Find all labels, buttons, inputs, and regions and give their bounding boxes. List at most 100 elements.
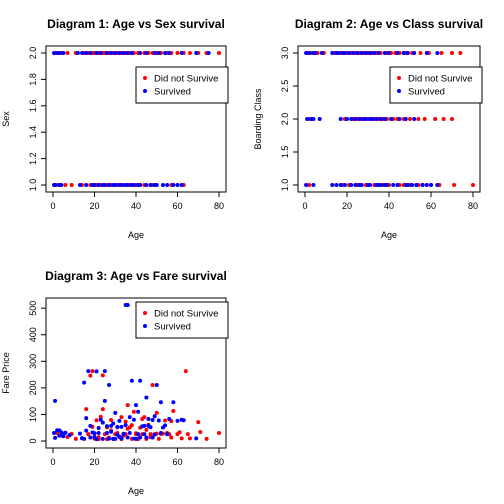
points-layer — [52, 51, 221, 187]
data-point — [148, 432, 153, 437]
data-point — [84, 428, 89, 433]
data-point — [138, 51, 143, 55]
data-point — [52, 431, 57, 436]
data-point — [150, 418, 155, 423]
data-point — [84, 407, 89, 412]
data-point — [156, 418, 161, 423]
data-point — [102, 183, 107, 187]
data-point — [378, 117, 383, 121]
data-point — [397, 117, 402, 121]
x-tick-label: 60 — [172, 457, 182, 467]
data-point — [154, 183, 159, 187]
data-point — [140, 416, 145, 421]
data-point — [121, 431, 126, 436]
data-point — [80, 51, 85, 55]
chart-panel-3: Diagram 3: Age vs Fare survival 0 20 40 60 80… — [1, 269, 229, 496]
data-point — [158, 431, 163, 436]
data-point — [111, 421, 116, 426]
data-point — [317, 117, 322, 121]
data-point — [429, 183, 433, 187]
data-point — [53, 398, 58, 403]
data-point — [117, 51, 122, 55]
data-point — [336, 51, 341, 55]
data-point — [129, 51, 134, 55]
data-point — [63, 183, 68, 187]
data-point — [165, 183, 170, 187]
data-point — [311, 117, 316, 121]
legend-entry: Did not Survive — [154, 309, 218, 320]
data-point — [194, 51, 199, 55]
legend-box — [135, 66, 229, 104]
data-point — [338, 117, 343, 121]
data-point — [179, 51, 184, 55]
data-point — [370, 117, 375, 121]
data-point — [418, 51, 423, 55]
x-tick-label: 60 — [426, 201, 436, 211]
data-point — [433, 117, 438, 121]
y-tick-label: 200 — [28, 380, 38, 395]
y-tick-label: 500 — [28, 301, 38, 316]
data-point — [117, 434, 122, 439]
data-point — [150, 435, 155, 440]
data-point — [424, 51, 429, 55]
data-point — [104, 51, 109, 55]
data-point — [57, 51, 62, 55]
data-point — [109, 51, 114, 55]
data-point — [125, 426, 130, 431]
data-point — [435, 183, 440, 187]
data-point — [52, 51, 57, 55]
data-point — [412, 117, 417, 121]
data-point — [374, 117, 379, 121]
data-point — [77, 183, 82, 187]
data-point — [330, 51, 335, 55]
data-point — [175, 183, 180, 187]
chart-panel-1: Diagram 1: Age vs Sex survival 0 20 40 60 80 1… — [1, 17, 229, 240]
data-point — [98, 414, 103, 419]
data-point — [305, 117, 310, 121]
data-point — [142, 423, 147, 428]
data-point — [86, 432, 91, 437]
data-point — [152, 51, 157, 55]
legend-marker — [143, 311, 147, 315]
data-point — [345, 117, 349, 121]
data-point — [88, 423, 93, 428]
data-point — [136, 432, 141, 437]
data-point — [129, 423, 134, 428]
y-axis-label: Boarding Class — [253, 88, 263, 150]
data-point — [158, 400, 163, 405]
y-tick-label: 1.4 — [28, 126, 38, 139]
data-point — [175, 418, 180, 423]
data-point — [179, 183, 184, 187]
data-point — [142, 432, 147, 437]
data-point — [378, 183, 383, 187]
data-point — [129, 378, 134, 383]
data-point — [363, 51, 368, 55]
data-point — [138, 378, 143, 383]
data-point — [171, 400, 176, 405]
data-point — [131, 417, 136, 422]
data-point — [123, 423, 128, 428]
data-point — [217, 51, 221, 55]
chart-title: Diagram 1: Age vs Sex survival — [47, 17, 225, 31]
data-point — [416, 117, 421, 121]
y-tick-label: 3.0 — [280, 47, 290, 60]
data-point — [408, 117, 412, 121]
data-point — [82, 436, 87, 441]
y-tick-label: 2.0 — [280, 113, 290, 126]
y-tick-label: 1.2 — [28, 152, 38, 165]
data-point — [187, 436, 192, 441]
legend-marker — [143, 89, 147, 93]
data-point — [65, 51, 70, 55]
data-point — [351, 51, 356, 55]
data-point — [304, 51, 309, 55]
data-point — [167, 416, 172, 421]
data-point — [307, 51, 312, 55]
points-layer — [52, 303, 221, 442]
data-point — [175, 51, 180, 55]
data-point — [117, 418, 122, 423]
data-point — [134, 436, 138, 441]
data-point — [163, 423, 168, 428]
chart-panel-2: Diagram 2: Age vs Class survival 0 20 40 60 8… — [253, 17, 483, 240]
data-point — [92, 431, 97, 436]
legend: Did not Survive Survived — [389, 66, 483, 104]
